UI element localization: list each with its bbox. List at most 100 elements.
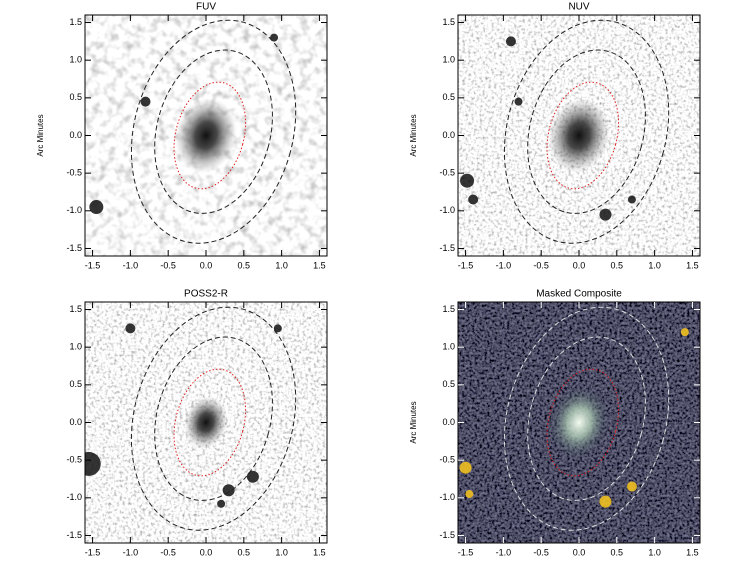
star xyxy=(680,328,689,337)
panel: -1.5 -1.0 -0.5 0.0 0.5 1.0 1.5 -1.5 -1.0 -0.5 0.0 0… xyxy=(36,2,328,270)
y-tick-label: -1.0 xyxy=(66,492,82,502)
y-tick-label: 1.5 xyxy=(69,304,82,314)
x-tick-label: -1.5 xyxy=(85,260,101,270)
x-tick-label: -1.0 xyxy=(496,547,512,557)
x-tick-label: 1.0 xyxy=(275,260,288,270)
x-tick-label: 1.5 xyxy=(313,260,326,270)
x-tick-label: -0.5 xyxy=(160,260,176,270)
x-tick-label: -1.5 xyxy=(85,547,101,557)
panel: -1.5 -1.0 -0.5 0.0 0.5 1.0 1.5 -1.5 -1.0 -0.5 0.0 0… xyxy=(66,289,328,557)
image xyxy=(458,15,700,256)
y-tick-label: 0.5 xyxy=(442,92,455,102)
x-tick-label: 1.5 xyxy=(313,547,326,557)
x-tick-label: 1.0 xyxy=(648,260,661,270)
image xyxy=(85,15,327,256)
aperture xyxy=(527,49,646,214)
star xyxy=(465,490,474,499)
x-tick-label: 1.0 xyxy=(275,547,288,557)
aperture xyxy=(546,81,620,190)
y-tick-label: -0.5 xyxy=(66,168,82,178)
aperture xyxy=(173,81,247,190)
panel-title: POSS2-R xyxy=(184,289,228,300)
x-tick-label: 0.0 xyxy=(200,260,213,270)
y-tick-label: -0.5 xyxy=(439,455,455,465)
aperture xyxy=(130,306,297,531)
y-tick-label: 1.0 xyxy=(442,342,455,352)
aperture xyxy=(503,306,670,531)
y-tick-label: 0.5 xyxy=(442,379,455,389)
star xyxy=(125,323,136,334)
aperture xyxy=(503,19,670,244)
x-tick-label: 1.5 xyxy=(686,260,699,270)
x-tick-label: 0.5 xyxy=(238,547,251,557)
y-tick-label: 1.0 xyxy=(442,55,455,65)
panel-title: Masked Composite xyxy=(536,289,622,300)
aperture xyxy=(154,49,273,214)
y-tick-label: -0.5 xyxy=(66,455,82,465)
x-tick-label: -1.5 xyxy=(458,260,474,270)
galaxy xyxy=(548,98,610,173)
y-axis-label: Arc Minutes xyxy=(36,114,45,156)
star xyxy=(626,481,637,492)
star xyxy=(460,173,475,188)
star xyxy=(270,33,279,42)
image xyxy=(458,302,700,543)
image xyxy=(85,302,327,543)
x-tick-label: 1.5 xyxy=(686,547,699,557)
y-tick-label: -1.5 xyxy=(439,243,455,253)
panel-title: FUV xyxy=(196,2,216,13)
aperture xyxy=(527,336,646,501)
y-tick-label: 0.5 xyxy=(69,92,82,102)
y-tick-label: -1.0 xyxy=(439,492,455,502)
star xyxy=(246,470,259,483)
panel: -1.5 -1.0 -0.5 0.0 0.5 1.0 1.5 -1.5 -1.0 -0.5 0.0 0… xyxy=(409,289,701,557)
star xyxy=(505,36,516,47)
panel-title: NUV xyxy=(568,2,589,13)
y-tick-label: 1.0 xyxy=(69,342,82,352)
y-tick-label: -0.5 xyxy=(439,168,455,178)
x-tick-label: -0.5 xyxy=(533,547,549,557)
galaxy xyxy=(184,396,228,449)
y-tick-label: 1.5 xyxy=(442,17,455,27)
y-tick-label: -1.5 xyxy=(66,530,82,540)
x-tick-label: -1.0 xyxy=(123,547,139,557)
star xyxy=(514,97,523,106)
x-tick-label: -1.0 xyxy=(496,260,512,270)
y-tick-label: 1.5 xyxy=(442,304,455,314)
aperture xyxy=(130,19,297,244)
y-tick-label: 0.5 xyxy=(69,379,82,389)
x-tick-label: 0.5 xyxy=(611,547,624,557)
star xyxy=(459,461,472,474)
star xyxy=(85,451,101,476)
y-tick-label: 1.0 xyxy=(69,55,82,65)
y-tick-label: 0.0 xyxy=(69,130,82,140)
y-axis-label: Arc Minutes xyxy=(409,114,418,156)
x-tick-label: -0.5 xyxy=(160,547,176,557)
star xyxy=(627,195,636,204)
star xyxy=(217,499,226,508)
star xyxy=(140,96,151,107)
star xyxy=(273,324,282,333)
y-tick-label: -1.0 xyxy=(439,205,455,215)
star xyxy=(222,484,235,497)
galaxy xyxy=(548,385,610,460)
x-tick-label: -1.0 xyxy=(123,260,139,270)
y-tick-label: -1.5 xyxy=(439,530,455,540)
aperture xyxy=(546,368,620,477)
y-tick-label: 1.5 xyxy=(69,17,82,27)
y-axis-label: Arc Minutes xyxy=(409,401,418,443)
x-tick-label: 0.0 xyxy=(573,260,586,270)
star xyxy=(468,194,479,205)
x-tick-label: 1.0 xyxy=(648,547,661,557)
y-tick-label: 0.0 xyxy=(69,417,82,427)
star xyxy=(599,208,612,221)
x-tick-label: 0.5 xyxy=(611,260,624,270)
panel: -1.5 -1.0 -0.5 0.0 0.5 1.0 1.5 -1.5 -1.0 -0.5 0.0 0… xyxy=(409,2,701,270)
y-tick-label: -1.0 xyxy=(66,205,82,215)
x-tick-label: 0.5 xyxy=(238,260,251,270)
x-tick-label: 0.0 xyxy=(200,547,213,557)
x-tick-label: 0.0 xyxy=(573,547,586,557)
aperture xyxy=(154,336,273,501)
y-tick-label: 0.0 xyxy=(442,130,455,140)
